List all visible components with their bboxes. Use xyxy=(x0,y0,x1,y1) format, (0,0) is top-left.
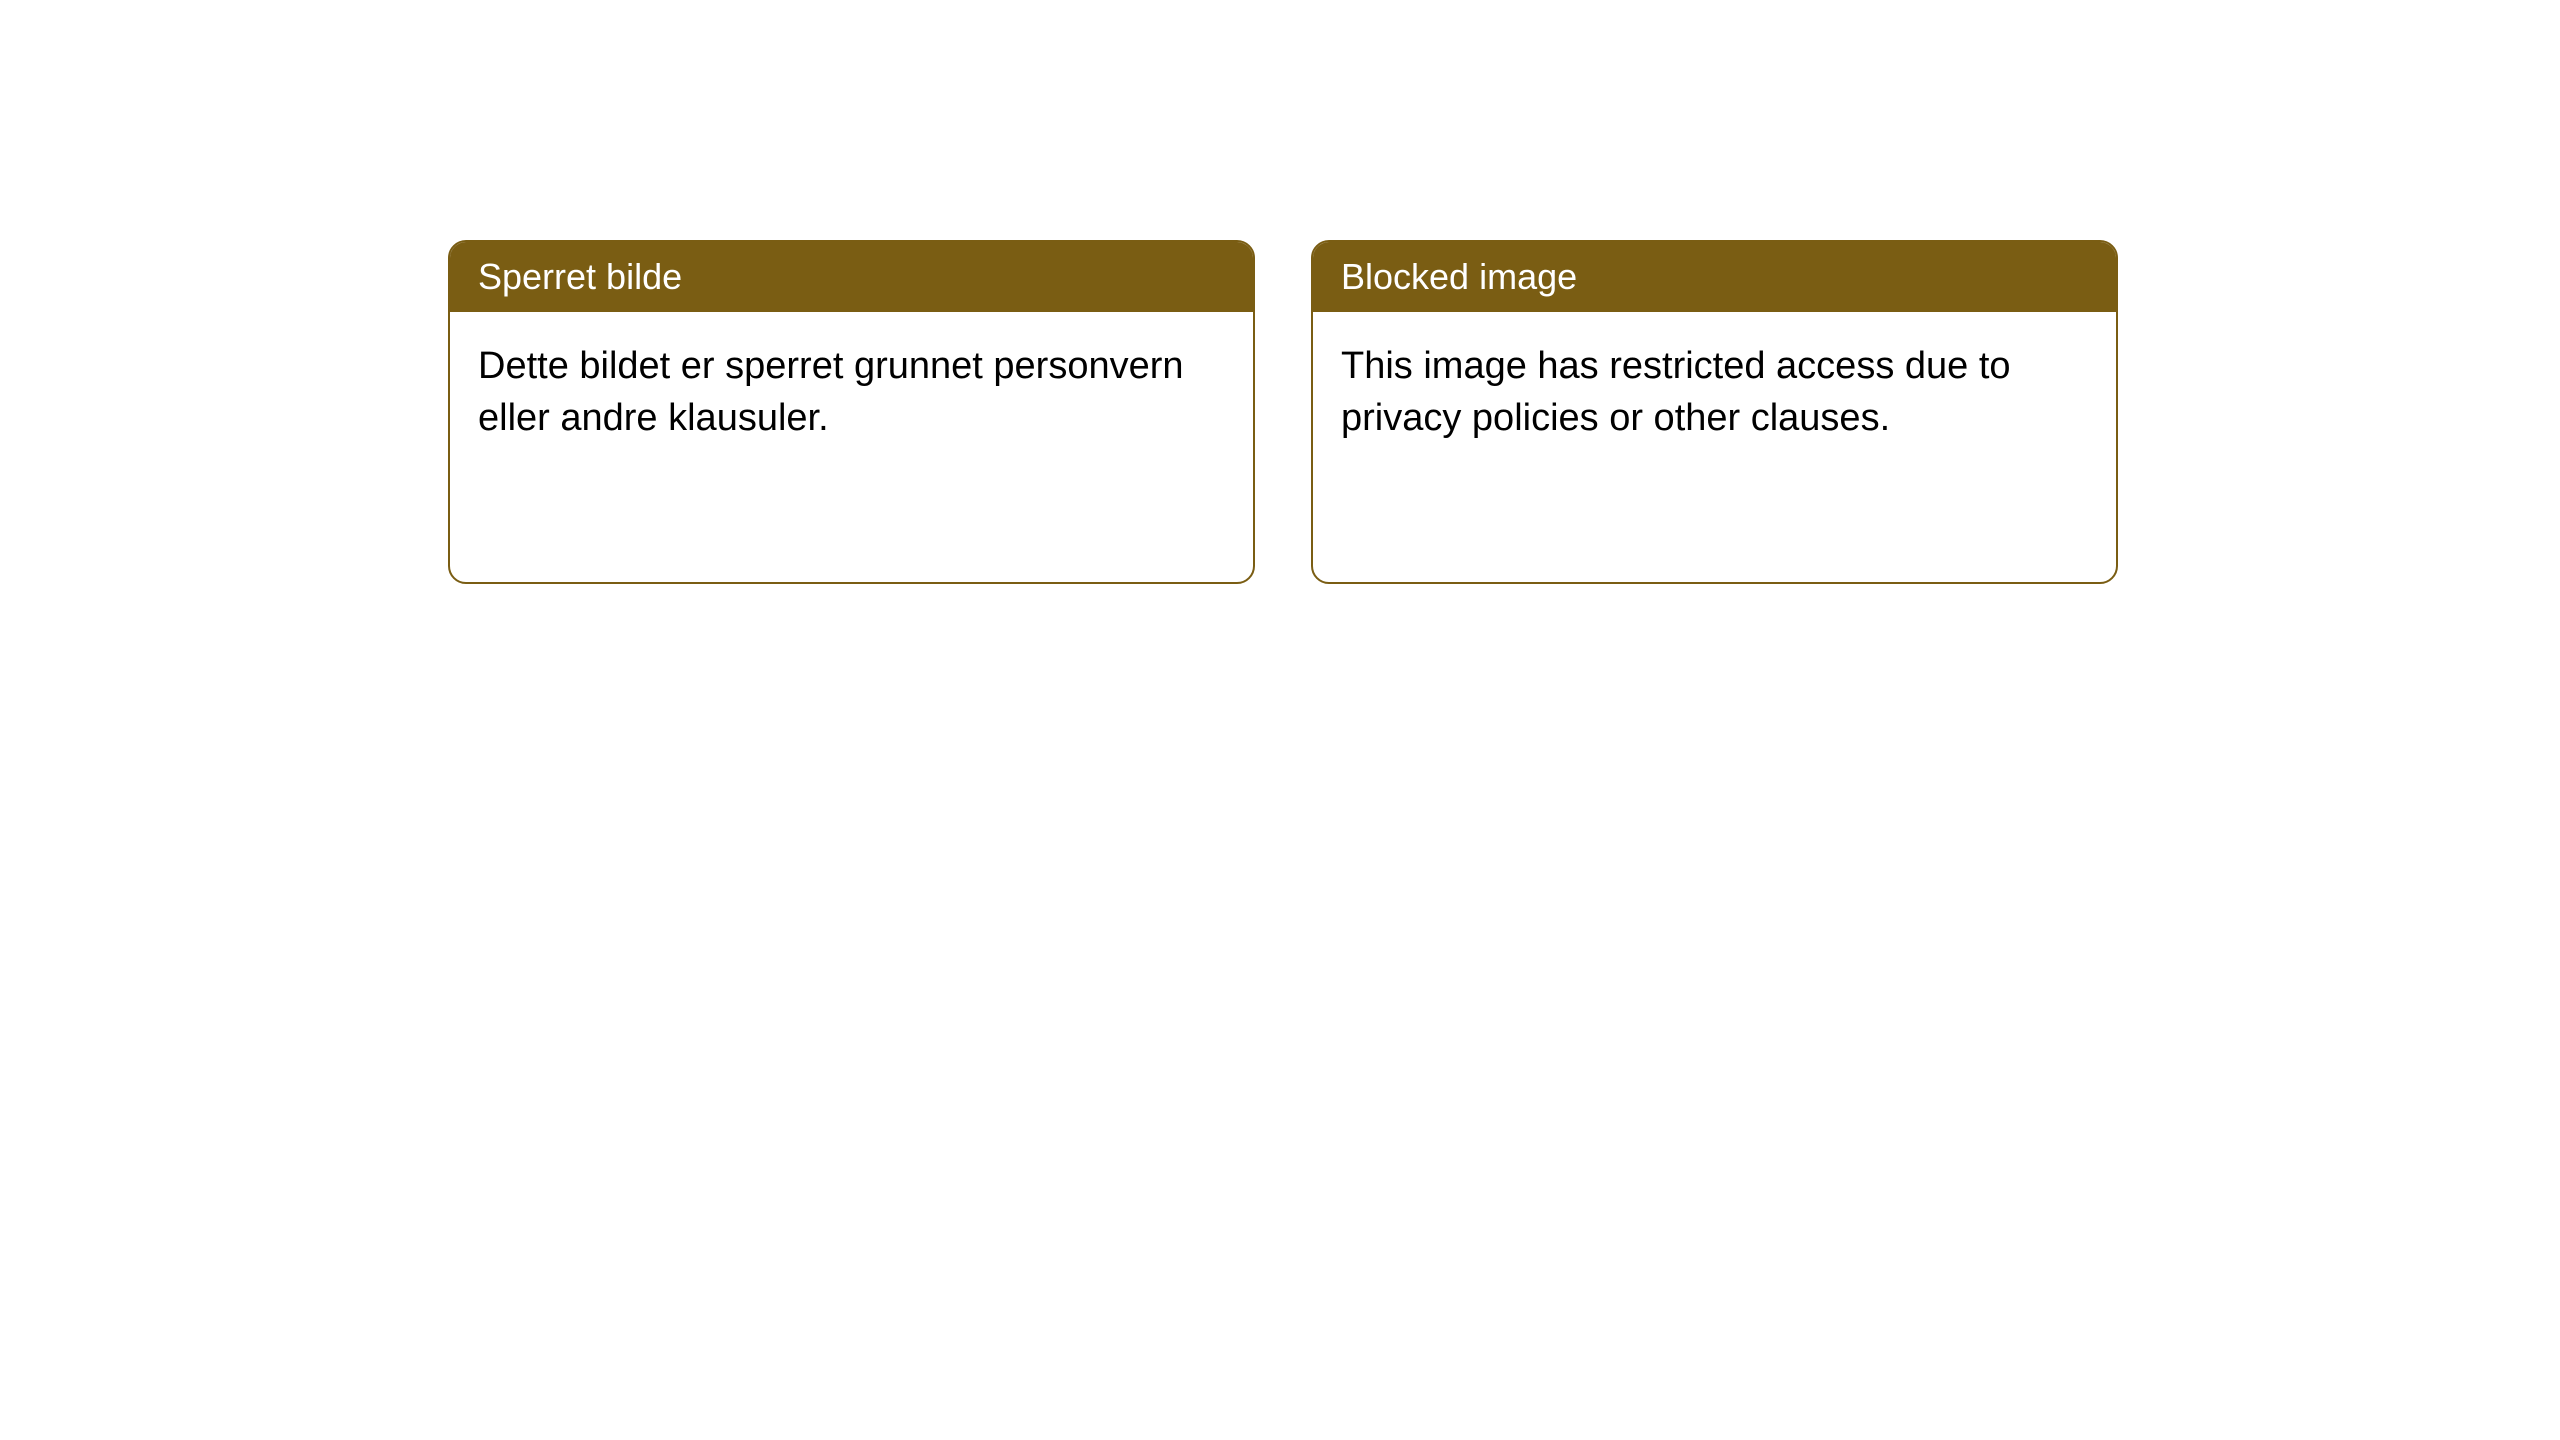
notice-header: Blocked image xyxy=(1313,242,2116,312)
notice-title: Sperret bilde xyxy=(478,256,682,297)
notice-header: Sperret bilde xyxy=(450,242,1253,312)
notice-card-norwegian: Sperret bilde Dette bildet er sperret gr… xyxy=(448,240,1255,584)
notice-card-english: Blocked image This image has restricted … xyxy=(1311,240,2118,584)
notice-container: Sperret bilde Dette bildet er sperret gr… xyxy=(448,240,2118,584)
notice-text: Dette bildet er sperret grunnet personve… xyxy=(478,345,1184,439)
notice-title: Blocked image xyxy=(1341,256,1577,297)
notice-body: Dette bildet er sperret grunnet personve… xyxy=(450,312,1253,582)
notice-text: This image has restricted access due to … xyxy=(1341,345,2011,439)
notice-body: This image has restricted access due to … xyxy=(1313,312,2116,582)
